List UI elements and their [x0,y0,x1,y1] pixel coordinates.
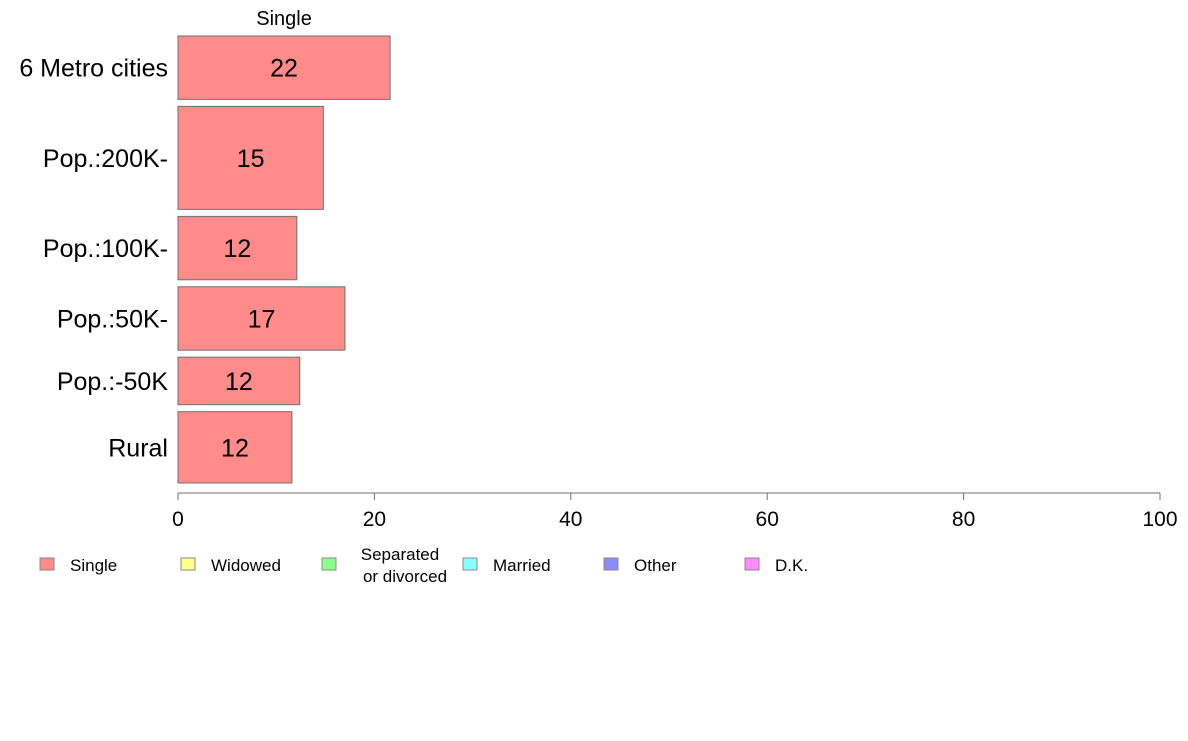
legend-label-line: or divorced [363,567,447,586]
legend-swatch [321,557,337,571]
bar-segment [177,286,346,351]
data-label: 15 [237,145,265,173]
legend-swatch [603,557,619,571]
data-label: 12 [225,368,253,396]
category-label: Pop.:200K- [43,145,168,173]
x-tick-label: 100 [1142,508,1177,531]
category-label: Rural [108,434,168,462]
legend-label: Separated or divorced [361,545,447,586]
legend-label: Other [634,556,677,575]
x-tick-label: 40 [559,508,582,531]
legend-label: Single [70,556,117,575]
legend-swatch [744,557,760,571]
legend-label: Married [493,556,551,575]
legend-label: Widowed [211,556,281,575]
legend-swatch [39,557,55,571]
legend-swatch [180,557,196,571]
legend-swatch [462,557,478,571]
category-label: 6 Metro cities [19,55,168,83]
x-tick-label: 60 [756,508,779,531]
data-label: 12 [224,235,252,263]
data-label: 17 [248,305,276,333]
bar-segment [177,356,301,406]
bar-segment [177,35,391,100]
category-label: Pop.:50K- [57,305,168,333]
category-label: Pop.:100K- [43,235,168,263]
x-tick-label: 80 [952,508,975,531]
legend-label-line: Separated [361,545,439,564]
data-label: 22 [270,55,298,83]
bar-segment [177,411,293,484]
legend-label: D.K. [775,556,808,575]
x-tick-label: 20 [363,508,386,531]
bar-segment [177,215,298,281]
data-label: 12 [221,434,249,462]
bar-segment [177,105,324,210]
x-tick-label: 0 [172,508,184,531]
category-label: Pop.:-50K [57,368,169,396]
segment-header: Single [256,8,312,30]
